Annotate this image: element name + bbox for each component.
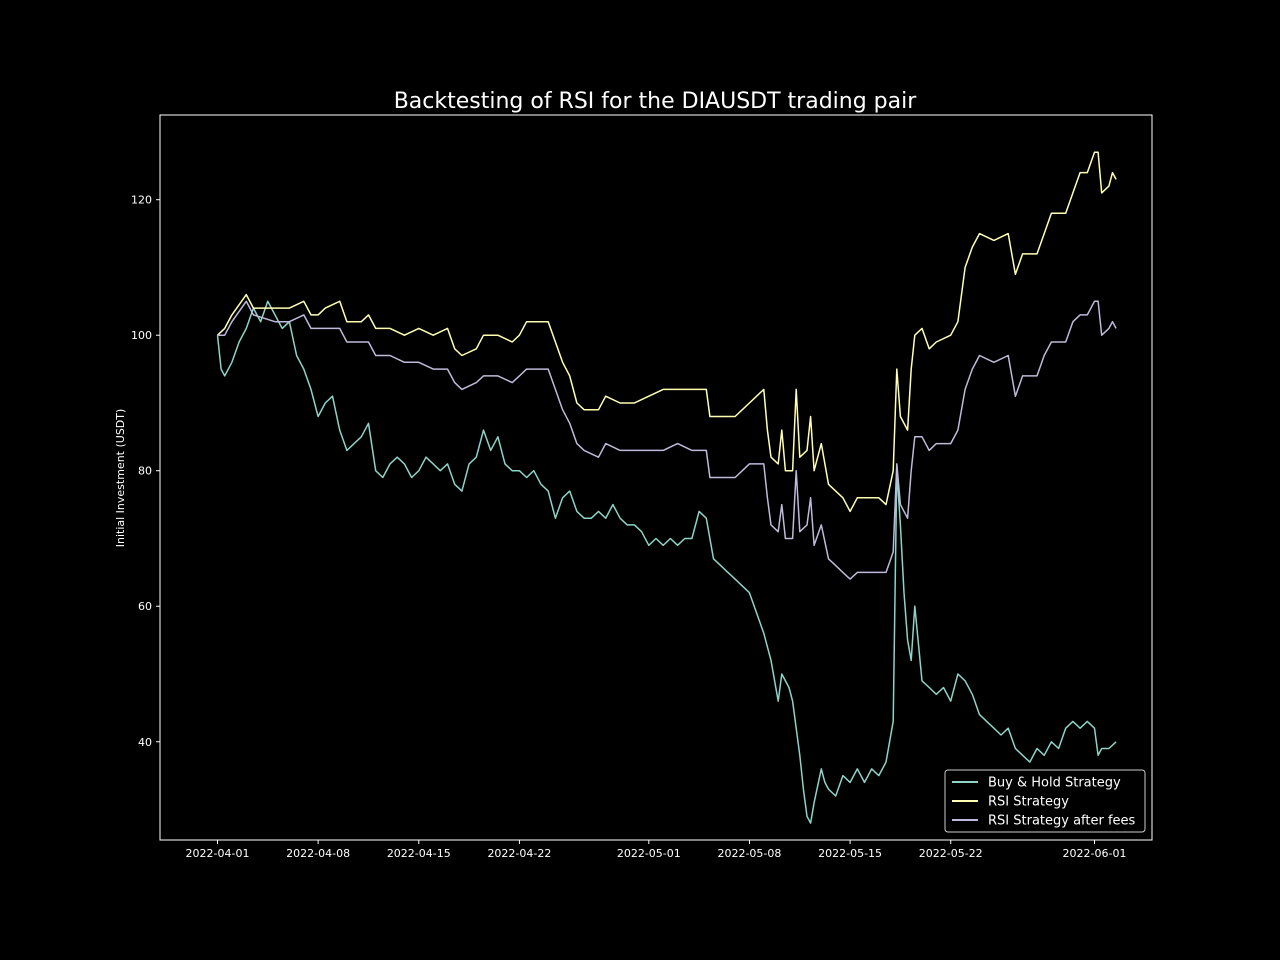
legend-label: RSI Strategy bbox=[988, 795, 1069, 810]
y-tick-label: 80 bbox=[138, 465, 152, 478]
x-tick-label: 2022-05-01 bbox=[617, 847, 681, 860]
y-tick-label: 100 bbox=[131, 329, 152, 342]
plot-area bbox=[216, 151, 1117, 824]
legend-label: Buy & Hold Strategy bbox=[988, 776, 1121, 791]
y-axis: 40 60 80 100 120 bbox=[131, 194, 160, 749]
x-tick-label: 2022-04-15 bbox=[387, 847, 451, 860]
x-tick-label: 2022-05-22 bbox=[919, 847, 983, 860]
legend: Buy & Hold Strategy RSI Strategy RSI Strat… bbox=[944, 769, 1146, 833]
legend-box bbox=[944, 769, 1146, 833]
y-tick-label: 40 bbox=[138, 736, 152, 749]
plot-frame bbox=[159, 114, 1153, 841]
chart-title: Backtesting of RSI for the DIAUSDT tradi… bbox=[394, 89, 918, 114]
x-tick-label: 2022-04-01 bbox=[186, 847, 250, 860]
x-tick-label: 2022-06-01 bbox=[1063, 847, 1127, 860]
y-axis-label: Initial Investment (USDT) bbox=[114, 409, 127, 548]
x-tick-label: 2022-04-22 bbox=[487, 847, 551, 860]
series-line-2 bbox=[217, 300, 1117, 580]
legend-label: RSI Strategy after fees bbox=[988, 814, 1136, 829]
x-tick-label: 2022-05-15 bbox=[818, 847, 882, 860]
series-line-0 bbox=[216, 300, 1117, 824]
y-tick-label: 120 bbox=[131, 194, 152, 207]
y-tick-label: 60 bbox=[138, 600, 152, 613]
x-axis: 2022-04-01 2022-04-08 2022-04-15 2022-04-22… bbox=[186, 840, 1127, 860]
x-tick-label: 2022-04-08 bbox=[286, 847, 350, 860]
x-tick-label: 2022-05-08 bbox=[717, 847, 781, 860]
series-line-1 bbox=[216, 151, 1117, 513]
